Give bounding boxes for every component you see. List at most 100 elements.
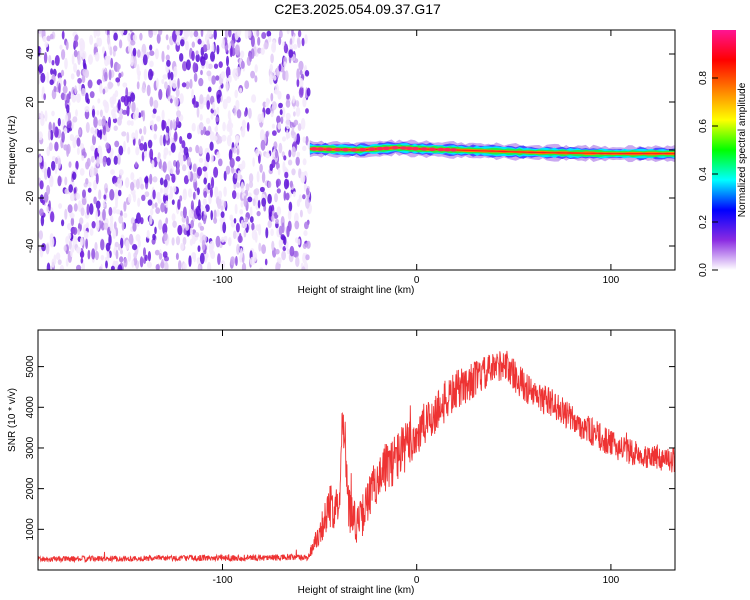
colorbar-label: Normalized spectral amplitude — [737, 82, 748, 217]
heatmap-noise-cell — [140, 217, 144, 225]
heatmap-noise-cell — [199, 225, 205, 231]
heatmap-noise-cell — [304, 34, 308, 45]
heatmap-noise-cell — [188, 188, 193, 198]
heatmap-noise-cell — [279, 109, 283, 116]
heatmap-noise-cell — [85, 178, 89, 185]
heatmap-noise-cell — [264, 258, 268, 266]
heatmap-noise-cell — [279, 30, 283, 39]
heatmap-noise-cell — [214, 126, 218, 133]
heatmap-noise-cell — [267, 36, 272, 43]
heatmap-noise-cell — [211, 75, 216, 85]
heatmap-noise-cell — [38, 73, 41, 85]
heatmap-noise-cell — [239, 247, 243, 259]
heatmap-noise-cell — [149, 215, 153, 225]
heatmap-noise-cell — [201, 239, 206, 251]
heatmap-noise-cell — [89, 166, 95, 178]
heatmap-noise-cell — [248, 107, 252, 119]
heatmap-noise-cell — [261, 32, 267, 39]
heatmap-noise-cell — [76, 246, 82, 254]
heatmap-noise-cell — [240, 60, 245, 69]
heatmap-noise-cell — [218, 158, 223, 167]
heatmap-noise-cell — [254, 75, 258, 83]
heatmap-noise-cell — [171, 237, 175, 246]
heatmap-noise-cell — [200, 69, 203, 76]
heatmap-noise-cell — [103, 203, 108, 210]
heatmap-noise-cell — [87, 187, 92, 193]
heatmap-noise-cell — [302, 96, 307, 108]
heatmap-noise-cell — [64, 208, 68, 220]
heatmap-noise-cell — [286, 30, 290, 35]
heatmap-noise-cell — [172, 185, 177, 193]
heatmap-noise-cell — [130, 181, 135, 191]
heatmap-noise-cell — [185, 81, 190, 90]
heatmap-noise-cell — [117, 189, 122, 197]
heatmap-noise-cell — [195, 50, 199, 56]
spectrogram-xtick-label: 0 — [414, 275, 420, 286]
heatmap-noise-cell — [292, 44, 298, 50]
heatmap-noise-cell — [54, 141, 59, 152]
heatmap-noise-cell — [297, 238, 301, 246]
heatmap-noise-cell — [304, 70, 310, 77]
heatmap-noise-cell — [115, 197, 118, 209]
heatmap-noise-cell — [49, 236, 55, 248]
heatmap-noise-cell — [108, 234, 112, 246]
heatmap-noise-cell — [128, 233, 134, 245]
heatmap-noise-cell — [213, 30, 217, 40]
heatmap-noise-cell — [93, 30, 97, 39]
heatmap-noise-cell — [131, 101, 136, 113]
heatmap-noise-cell — [158, 88, 163, 101]
heatmap-noise-cell — [68, 184, 73, 193]
heatmap-noise-cell — [159, 134, 163, 146]
heatmap-noise-cell — [125, 177, 130, 189]
heatmap-noise-cell — [151, 203, 155, 209]
heatmap-noise-cell — [288, 49, 294, 58]
heatmap-noise-cell — [89, 34, 94, 46]
heatmap-noise-cell — [73, 203, 78, 212]
heatmap-noise-cell — [114, 241, 119, 248]
snr-ytick-label: 1000 — [25, 518, 36, 541]
heatmap-noise-cell — [86, 98, 90, 105]
heatmap-noise-cell — [196, 107, 200, 118]
heatmap-noise-cell — [60, 69, 65, 77]
heatmap-noise-cell — [275, 248, 280, 255]
heatmap-noise-cell — [91, 221, 96, 229]
heatmap-noise-cell — [153, 123, 158, 132]
heatmap-noise-cell — [112, 113, 117, 120]
heatmap-noise-cell — [222, 221, 227, 234]
heatmap-noise-cell — [165, 125, 170, 134]
heatmap-noise-cell — [269, 74, 273, 85]
heatmap-peak-cell — [382, 146, 390, 151]
heatmap-noise-cell — [70, 247, 73, 258]
heatmap-noise-cell — [191, 41, 195, 48]
heatmap-noise-cell — [87, 249, 91, 260]
heatmap-noise-cell — [157, 198, 162, 204]
heatmap-noise-cell — [61, 30, 65, 40]
heatmap-noise-cell — [189, 78, 193, 89]
heatmap-noise-cell — [235, 156, 241, 162]
heatmap-noise-cell — [271, 215, 275, 222]
heatmap-noise-cell — [288, 201, 293, 212]
heatmap-noise-cell — [275, 262, 281, 270]
heatmap-noise-cell — [224, 30, 228, 40]
heatmap-noise-cell — [271, 159, 276, 169]
heatmap-noise-cell — [223, 235, 228, 243]
heatmap-noise-cell — [148, 68, 153, 81]
heatmap-noise-cell — [118, 215, 124, 224]
heatmap-noise-cell — [76, 69, 81, 77]
heatmap-peak-cell — [450, 148, 457, 152]
heatmap-noise-cell — [102, 46, 105, 54]
heatmap-noise-cell — [285, 129, 289, 141]
heatmap-noise-cell — [51, 110, 55, 117]
heatmap-noise-cell — [265, 152, 271, 159]
heatmap-noise-cell — [199, 252, 205, 265]
heatmap-noise-cell — [240, 181, 245, 194]
heatmap-noise-cell — [220, 236, 225, 243]
heatmap-noise-cell — [120, 249, 123, 255]
heatmap-noise-cell — [78, 82, 82, 92]
heatmap-noise-cell — [152, 108, 157, 114]
heatmap-noise-cell — [63, 127, 68, 135]
heatmap-noise-cell — [302, 194, 306, 200]
heatmap-noise-cell — [95, 173, 99, 185]
heatmap-noise-cell — [142, 54, 148, 66]
heatmap-noise-cell — [163, 134, 166, 147]
